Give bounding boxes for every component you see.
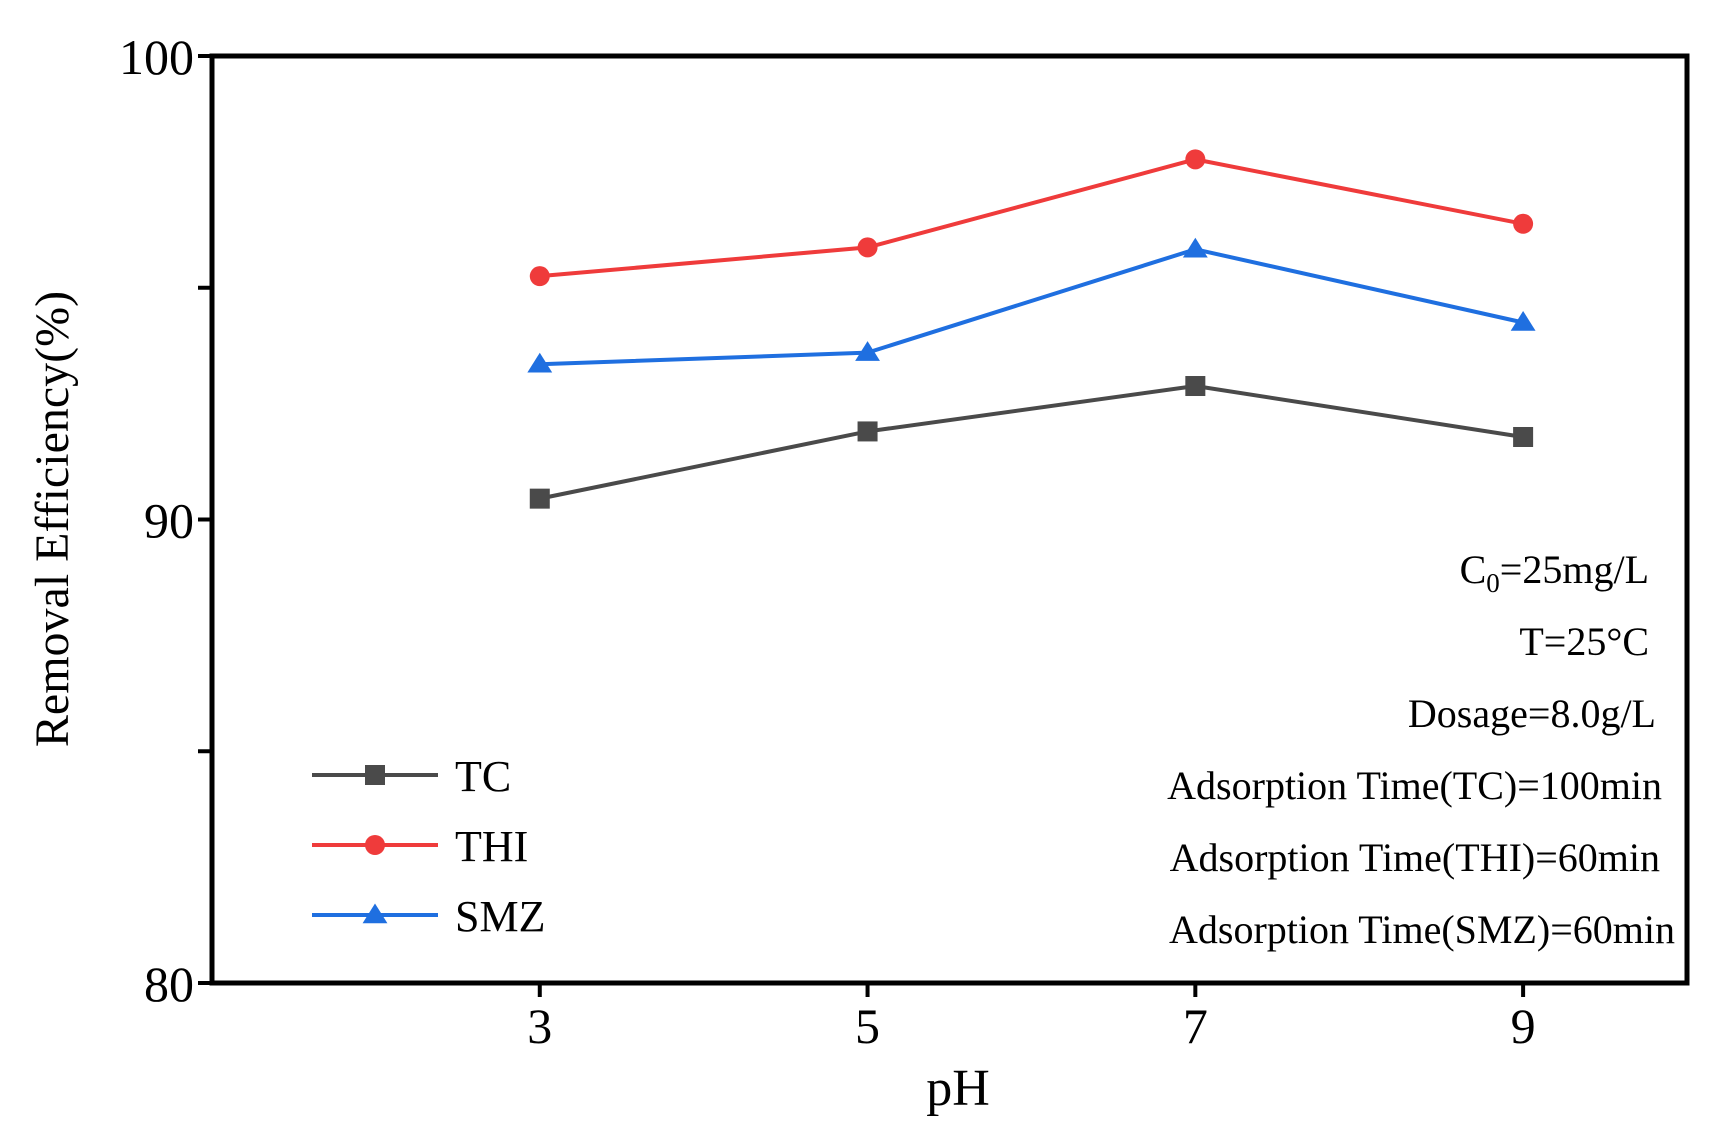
legend-marker-tc xyxy=(365,765,385,785)
data-point-smz xyxy=(527,352,553,373)
data-point-tc xyxy=(857,421,878,442)
series-line-thi xyxy=(539,157,1524,279)
axis-ticks: 3 5 7 9 80 90 100 xyxy=(119,29,1536,1054)
x-tick-label: 9 xyxy=(1511,998,1536,1054)
data-point-tc xyxy=(529,488,550,509)
series-line-smz xyxy=(539,247,1524,367)
series-line-tc xyxy=(539,384,1524,501)
legend-marker-thi xyxy=(365,835,385,855)
series-group xyxy=(527,149,1536,509)
annotation-adsorption-time-thi: Adsorption Time(THI)=60min xyxy=(1170,835,1660,880)
legend: TC THI SMZ xyxy=(312,752,545,941)
annotation-temperature: T=25°C xyxy=(1519,619,1649,664)
y-tick-label: 100 xyxy=(119,29,194,85)
legend-marker-smz xyxy=(362,903,388,924)
legend-label-tc: TC xyxy=(455,752,511,801)
data-point-thi xyxy=(1185,149,1206,170)
x-tick-label: 5 xyxy=(855,998,880,1054)
annotation-dosage: Dosage=8.0g/L xyxy=(1408,691,1656,736)
series-smz xyxy=(527,237,1536,373)
legend-label-thi: THI xyxy=(455,822,528,871)
x-tick-label: 3 xyxy=(527,998,552,1054)
series-thi xyxy=(529,149,1534,287)
data-point-tc xyxy=(1185,376,1206,397)
y-tick-label: 90 xyxy=(144,493,194,549)
annotation-adsorption-time-tc: Adsorption Time(TC)=100min xyxy=(1167,763,1662,808)
condition-annotations: C0=25mg/L T=25°C Dosage=8.0g/L Adsorptio… xyxy=(1167,547,1675,952)
data-point-tc xyxy=(1513,426,1534,447)
data-point-thi xyxy=(1513,213,1534,234)
x-tick-label: 7 xyxy=(1183,998,1208,1054)
data-point-smz xyxy=(1182,237,1208,258)
x-axis-label: pH xyxy=(926,1060,990,1117)
legend-label-smz: SMZ xyxy=(455,892,545,941)
y-tick-label: 80 xyxy=(144,956,194,1012)
series-tc xyxy=(529,376,1534,509)
data-point-smz xyxy=(855,341,880,361)
annotation-adsorption-time-smz: Adsorption Time(SMZ)=60min xyxy=(1169,907,1675,952)
y-axis-label: Removal Efficiency(%) xyxy=(26,291,79,747)
annotation-concentration: C0=25mg/L xyxy=(1460,547,1649,598)
data-point-thi xyxy=(529,266,550,287)
data-point-thi xyxy=(857,237,878,258)
data-point-smz xyxy=(1510,311,1536,331)
